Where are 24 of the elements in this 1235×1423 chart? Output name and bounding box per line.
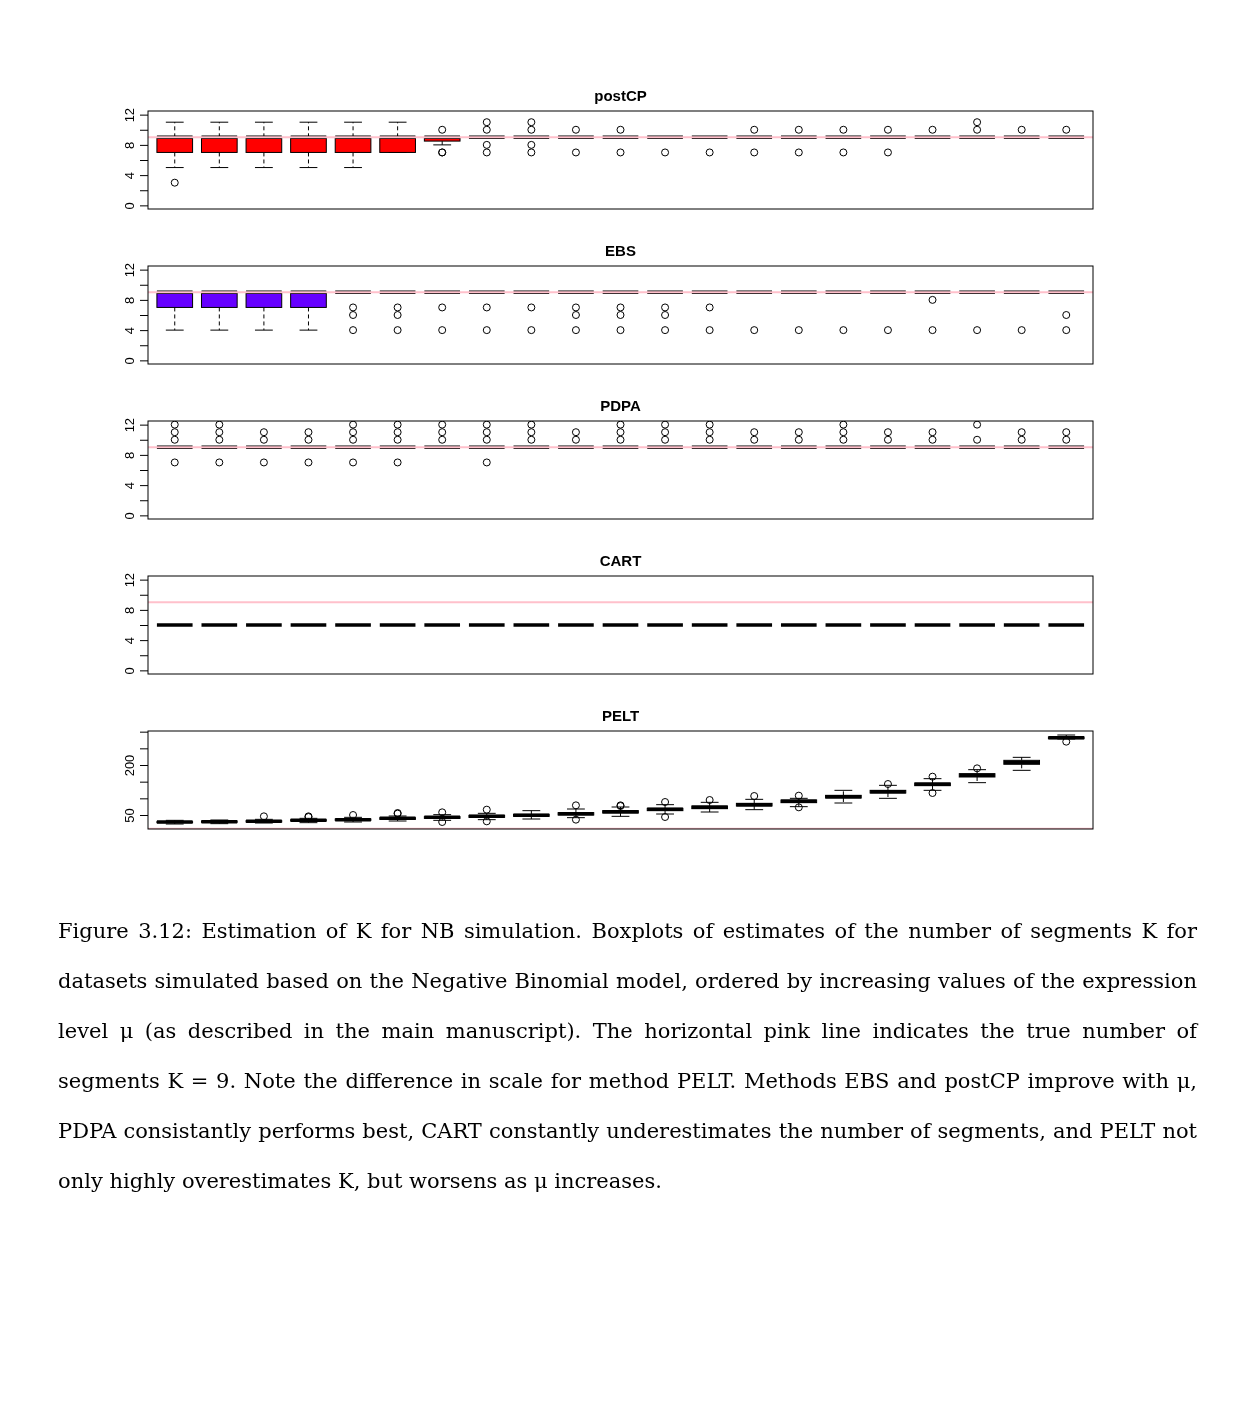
y-tick-label: 12 [122, 107, 137, 123]
text: Figure 3.12: Estimation of K for NB simulation. Boxplots of estimates of the number of segments K for datasets simulated based on the Negative Binomial model, ordered by increasing values of the expression level μ (as described in the main manuscript). The horizontal pink line indicates the true number of segments K = 9. Note the difference in scale for method PELT. Methods EBS and postCP improve with μ, PDPA consistantly performs best, CART constantly underestimates the number of segments, and PELT not only highly overestimates K, but worsens as μ increases. [58, 919, 1197, 1193]
chart-title: PELT [601, 707, 640, 724]
y-tick-label: 0 [122, 357, 137, 365]
y-tick-label: 8 [122, 141, 137, 149]
chart-title: CART [599, 552, 642, 569]
y-tick-label: 8 [122, 296, 137, 304]
chart-title: PDPA [600, 397, 641, 414]
y-tick-label: 4 [122, 637, 137, 645]
y-tick-label: 200 [122, 754, 137, 777]
y-tick-label: 50 [122, 808, 137, 823]
y-tick-label: 4 [122, 172, 137, 180]
y-tick-label: 12 [122, 262, 137, 278]
y-tick-label: 8 [122, 451, 137, 459]
y-tick-label: 12 [122, 417, 137, 433]
y-tick-label: 8 [122, 606, 137, 614]
y-tick-label: 0 [122, 512, 137, 520]
y-tick-label: 12 [122, 572, 137, 588]
y-tick-label: 4 [122, 482, 137, 490]
y-tick-label: 0 [122, 202, 137, 210]
chart-title: postCP [594, 87, 647, 104]
chart-title: EBS [605, 242, 636, 259]
y-tick-label: 4 [122, 327, 137, 335]
y-tick-label: 0 [122, 667, 137, 675]
